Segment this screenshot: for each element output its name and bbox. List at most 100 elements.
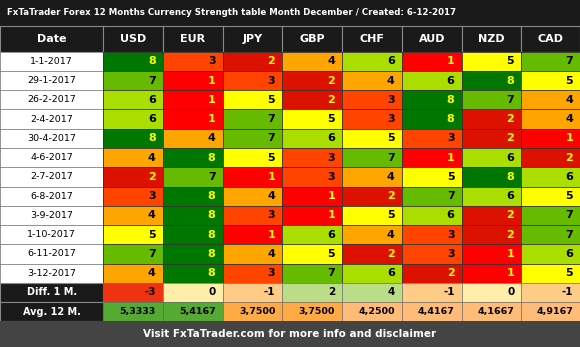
Text: 4: 4 [267, 249, 275, 259]
Text: 2: 2 [447, 268, 455, 278]
Text: 1: 1 [506, 249, 514, 259]
Text: CHF: CHF [360, 34, 385, 44]
Text: 4: 4 [387, 287, 395, 297]
Text: 2: 2 [387, 191, 395, 201]
Text: 3: 3 [148, 191, 156, 201]
Text: AUD: AUD [419, 34, 445, 44]
Text: 8: 8 [208, 249, 216, 259]
Text: 8: 8 [506, 76, 514, 86]
Text: 29-1-2017: 29-1-2017 [27, 76, 76, 85]
Text: 1: 1 [506, 268, 514, 278]
Text: 4: 4 [208, 133, 216, 143]
Text: 3: 3 [447, 133, 455, 143]
Text: 3,7500: 3,7500 [299, 307, 335, 316]
Text: 3: 3 [267, 210, 275, 220]
Text: 7: 7 [267, 114, 275, 124]
Text: 7: 7 [327, 268, 335, 278]
Text: 6: 6 [447, 210, 455, 220]
Text: 6: 6 [565, 172, 573, 182]
Text: 2: 2 [566, 153, 573, 163]
Text: 3: 3 [267, 76, 275, 86]
Text: 8: 8 [148, 56, 156, 66]
Text: 1: 1 [208, 76, 216, 86]
Text: 3: 3 [327, 172, 335, 182]
Text: 5: 5 [447, 172, 455, 182]
Text: 5: 5 [327, 114, 335, 124]
Text: GBP: GBP [299, 34, 325, 44]
Text: 2-7-2017: 2-7-2017 [30, 172, 73, 181]
Text: 1: 1 [208, 114, 216, 124]
Text: Visit FxTaTrader.com for more info and disclaimer: Visit FxTaTrader.com for more info and d… [143, 329, 437, 339]
Text: 6-11-2017: 6-11-2017 [27, 249, 76, 259]
Text: 4: 4 [327, 56, 335, 66]
Text: 7: 7 [447, 191, 455, 201]
Text: 3: 3 [327, 153, 335, 163]
Text: 3: 3 [267, 268, 275, 278]
Text: 6: 6 [506, 191, 514, 201]
Text: 2: 2 [506, 210, 514, 220]
Text: 1: 1 [327, 191, 335, 201]
Text: 4,9167: 4,9167 [536, 307, 573, 316]
Text: 1: 1 [447, 153, 455, 163]
Text: 30-4-2017: 30-4-2017 [27, 134, 76, 143]
Text: 1: 1 [267, 230, 275, 240]
Text: 8: 8 [148, 133, 156, 143]
Text: 3: 3 [387, 114, 395, 124]
Text: 1-10-2017: 1-10-2017 [27, 230, 76, 239]
Text: 4: 4 [387, 172, 395, 182]
Text: 4: 4 [387, 230, 395, 240]
Text: 5: 5 [566, 76, 573, 86]
Text: NZD: NZD [478, 34, 505, 44]
Text: 5: 5 [148, 230, 156, 240]
Text: 6: 6 [327, 230, 335, 240]
Text: 3: 3 [447, 249, 455, 259]
Text: 4: 4 [565, 95, 573, 105]
Text: -3: -3 [144, 287, 156, 297]
Text: -1: -1 [264, 287, 276, 297]
Text: Diff. 1 M.: Diff. 1 M. [27, 287, 77, 297]
Text: 6-8-2017: 6-8-2017 [30, 192, 73, 201]
Text: 7: 7 [566, 230, 573, 240]
Text: 4: 4 [387, 76, 395, 86]
Text: 6: 6 [447, 76, 455, 86]
Text: 6: 6 [506, 153, 514, 163]
Text: 2: 2 [506, 114, 514, 124]
Text: 5: 5 [506, 56, 514, 66]
Text: 3,7500: 3,7500 [239, 307, 276, 316]
Text: 6: 6 [565, 249, 573, 259]
Text: 3-12-2017: 3-12-2017 [27, 269, 76, 278]
Text: 5: 5 [267, 153, 275, 163]
Text: 5: 5 [387, 210, 395, 220]
Text: 8: 8 [208, 191, 216, 201]
Text: 2-4-2017: 2-4-2017 [30, 115, 73, 124]
Text: 6: 6 [387, 268, 395, 278]
Text: 0: 0 [507, 287, 514, 297]
Text: 0: 0 [208, 287, 216, 297]
Text: 5,4167: 5,4167 [179, 307, 216, 316]
Text: 26-2-2017: 26-2-2017 [27, 95, 76, 104]
Text: 2: 2 [328, 287, 335, 297]
Text: 8: 8 [208, 230, 216, 240]
Text: Date: Date [37, 34, 66, 44]
Text: 1: 1 [447, 56, 455, 66]
Text: USD: USD [120, 34, 146, 44]
Text: 1-1-2017: 1-1-2017 [30, 57, 73, 66]
Text: 4: 4 [148, 210, 156, 220]
Text: 5: 5 [387, 133, 395, 143]
Text: JPY: JPY [242, 34, 263, 44]
Text: 5: 5 [267, 95, 275, 105]
Text: 3: 3 [387, 95, 395, 105]
Text: EUR: EUR [180, 34, 205, 44]
Text: CAD: CAD [538, 34, 564, 44]
Text: 5: 5 [566, 191, 573, 201]
Text: 2: 2 [148, 172, 156, 182]
Text: 3: 3 [208, 56, 216, 66]
Text: 7: 7 [506, 95, 514, 105]
Text: 5: 5 [327, 249, 335, 259]
Text: 6: 6 [387, 56, 395, 66]
Text: 6: 6 [148, 95, 156, 105]
Text: 8: 8 [447, 95, 455, 105]
Text: 7: 7 [148, 249, 156, 259]
Text: 2: 2 [267, 56, 275, 66]
Text: 5: 5 [566, 268, 573, 278]
